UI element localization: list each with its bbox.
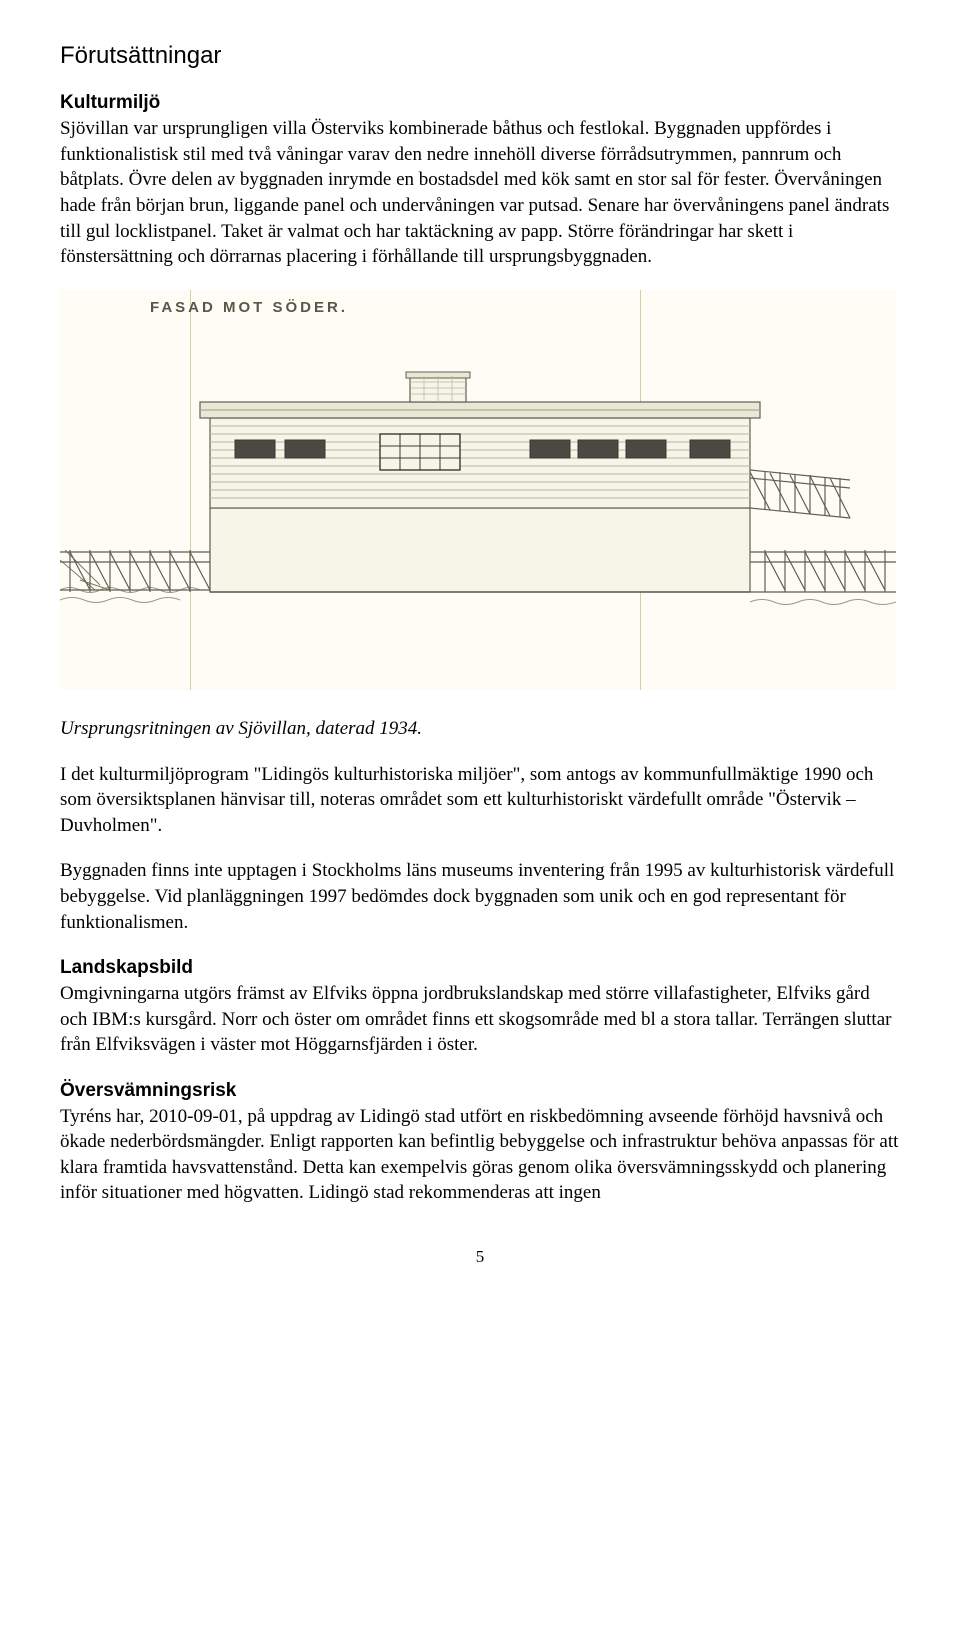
- section-title: Förutsättningar: [60, 40, 900, 72]
- paragraph-kulturprogram: I det kulturmiljöprogram "Lidingös kultu…: [60, 762, 900, 839]
- oversvamningsrisk-heading: Översvämningsrisk: [60, 1080, 236, 1101]
- landskapsbild-heading: Landskapsbild: [60, 957, 193, 978]
- architectural-drawing: FASAD MOT SÖDER.: [60, 290, 896, 690]
- oversvamningsrisk-text: Tyréns har, 2010-09-01, på uppdrag av Li…: [60, 1106, 898, 1204]
- kulturmiljo-text: Sjövillan var ursprungligen villa Österv…: [60, 118, 889, 267]
- drawing-caption: Ursprungsritningen av Sjövillan, daterad…: [60, 716, 900, 742]
- elevation-svg: [60, 290, 896, 690]
- kulturmiljo-heading: Kulturmiljö: [60, 92, 160, 113]
- landskapsbild-text: Omgivningarna utgörs främst av Elfviks ö…: [60, 983, 891, 1055]
- page-number: 5: [60, 1246, 900, 1269]
- paragraph-inventering: Byggnaden finns inte upptagen i Stockhol…: [60, 858, 900, 935]
